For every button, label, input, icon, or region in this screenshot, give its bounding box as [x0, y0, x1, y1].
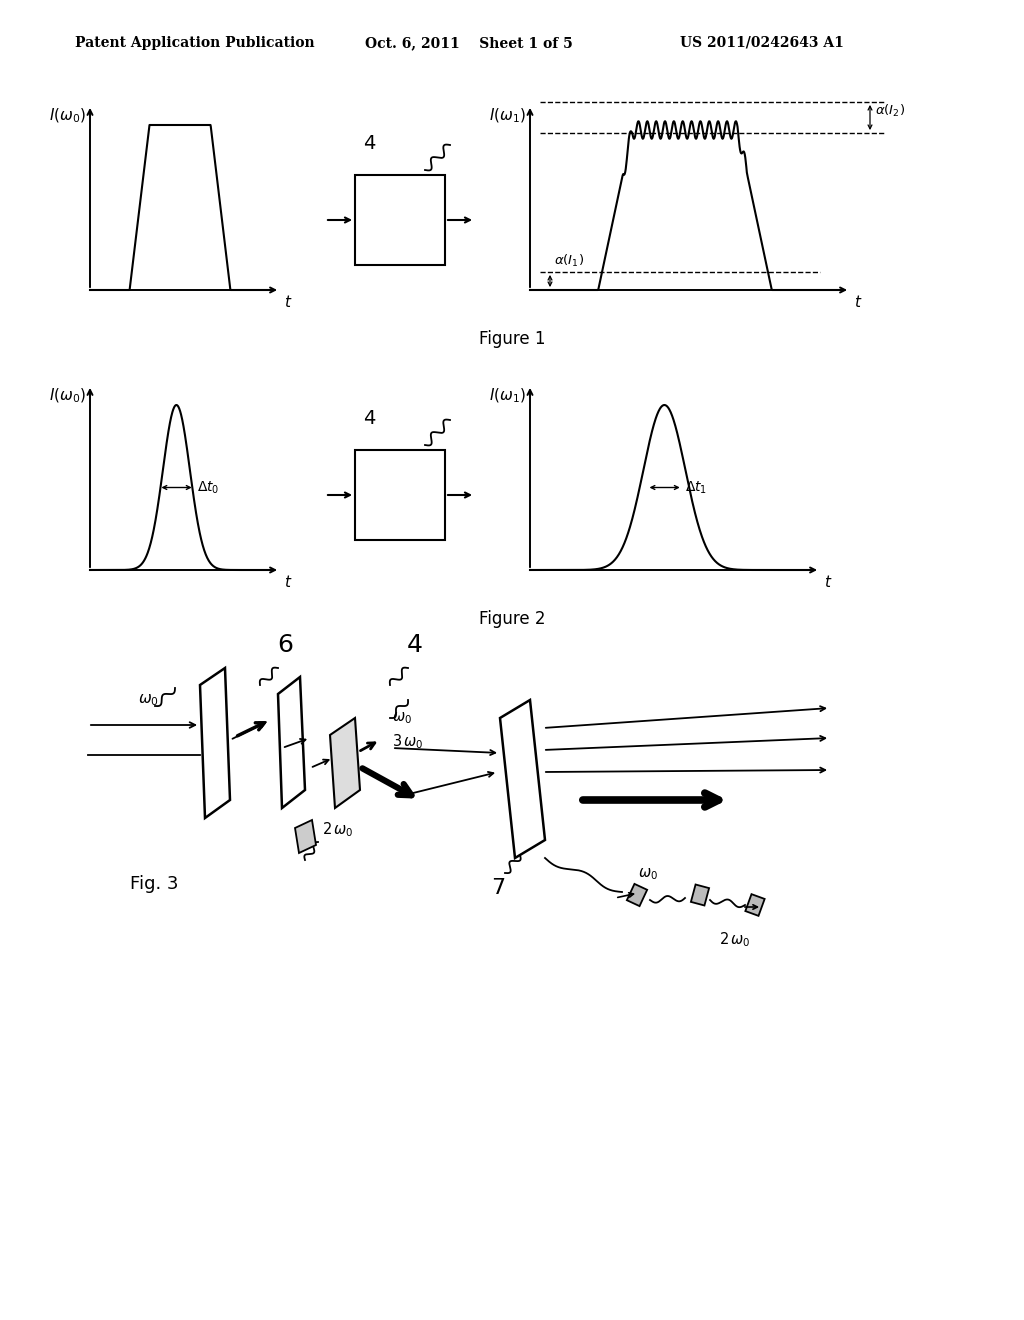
FancyBboxPatch shape — [355, 176, 445, 265]
Polygon shape — [330, 718, 360, 808]
Polygon shape — [200, 668, 230, 818]
Text: $\Delta t_0$: $\Delta t_0$ — [197, 479, 219, 496]
Text: $t$: $t$ — [284, 574, 293, 590]
Polygon shape — [278, 677, 305, 808]
Text: Figure 2: Figure 2 — [479, 610, 545, 628]
Text: $I(\omega_1)$: $I(\omega_1)$ — [489, 387, 526, 405]
Text: Figure 1: Figure 1 — [479, 330, 545, 348]
Text: $\omega_0$: $\omega_0$ — [137, 692, 159, 708]
Text: $t$: $t$ — [284, 294, 293, 310]
Text: $\Delta t_1$: $\Delta t_1$ — [685, 479, 707, 496]
Polygon shape — [691, 884, 709, 906]
Polygon shape — [500, 700, 545, 858]
Polygon shape — [627, 884, 647, 906]
Text: $3\,\omega_0$: $3\,\omega_0$ — [392, 733, 424, 751]
Text: Oct. 6, 2011    Sheet 1 of 5: Oct. 6, 2011 Sheet 1 of 5 — [365, 36, 572, 50]
Text: $t$: $t$ — [824, 574, 833, 590]
Text: $\omega_0$: $\omega_0$ — [392, 710, 412, 726]
Text: 4: 4 — [362, 409, 376, 428]
Text: $\alpha(I_2)$: $\alpha(I_2)$ — [874, 103, 905, 119]
Text: $2\,\omega_0$: $2\,\omega_0$ — [719, 931, 751, 949]
Text: $I(\omega_0)$: $I(\omega_0)$ — [49, 387, 86, 405]
Text: $I(\omega_1)$: $I(\omega_1)$ — [489, 107, 526, 125]
Text: Fig. 3: Fig. 3 — [130, 875, 178, 894]
Text: Patent Application Publication: Patent Application Publication — [75, 36, 314, 50]
Text: $I(\omega_0)$: $I(\omega_0)$ — [49, 107, 86, 125]
Text: $\omega_0$: $\omega_0$ — [638, 866, 658, 882]
Text: US 2011/0242643 A1: US 2011/0242643 A1 — [680, 36, 844, 50]
Text: 7: 7 — [490, 878, 505, 898]
Text: $2\,\omega_0$: $2\,\omega_0$ — [322, 821, 353, 840]
Text: 4: 4 — [362, 135, 376, 153]
Text: 4: 4 — [407, 634, 423, 657]
Text: $\alpha(I_1)$: $\alpha(I_1)$ — [554, 253, 584, 269]
FancyBboxPatch shape — [355, 450, 445, 540]
Polygon shape — [295, 820, 316, 853]
Polygon shape — [745, 894, 765, 916]
Text: $t$: $t$ — [854, 294, 862, 310]
Text: 6: 6 — [278, 634, 293, 657]
